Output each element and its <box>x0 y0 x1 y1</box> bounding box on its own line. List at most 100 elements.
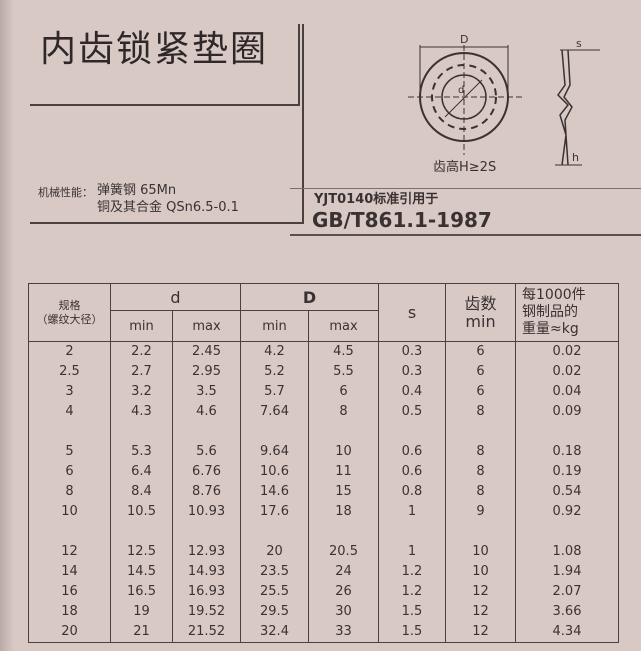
mechanical-label: 机械性能： <box>38 186 93 199</box>
table-cell: 8 <box>308 402 379 422</box>
divider <box>290 188 641 189</box>
tooth-height-note: 齿高H≥2S <box>433 160 497 175</box>
table-cell: 23.5 <box>240 562 309 582</box>
header-D: D <box>240 282 379 312</box>
table-cell: 10 <box>445 542 516 562</box>
table-cell: 12 <box>445 602 516 622</box>
table-cell: 0.92 <box>515 502 619 522</box>
spec-table: 规格 （螺纹大径） d D s 齿数 min 每1000件 钢制品的 重量≈kg… <box>28 282 619 643</box>
table-cell: 5.3 <box>110 442 173 462</box>
table-cell: 19 <box>110 602 173 622</box>
table-cell: 16 <box>28 582 111 602</box>
table-cell: 0.3 <box>378 341 446 362</box>
table-cell: 8 <box>28 482 111 502</box>
table-cell: 0.5 <box>378 402 446 422</box>
header-d-min: min <box>110 310 173 342</box>
table-cell: 21.52 <box>172 622 241 643</box>
table-cell: 4.3 <box>110 402 173 422</box>
table-cell: 14.93 <box>172 562 241 582</box>
table-cell: 12 <box>445 582 516 602</box>
table-cell: 3.5 <box>172 382 241 402</box>
table-row: 10 10.5 10.93 17.6 18 1 9 0.92 <box>28 502 619 522</box>
table-cell: 8.4 <box>110 482 173 502</box>
header-d-max: max <box>172 310 241 342</box>
dim-d: d <box>458 85 464 96</box>
table-cell: 20 <box>28 622 111 643</box>
table-cell: 4.6 <box>172 402 241 422</box>
title-frame <box>30 24 300 106</box>
table-cell: 1 <box>378 502 446 522</box>
table-cell: 0.18 <box>515 442 619 462</box>
table-cell: 8.76 <box>172 482 241 502</box>
table-cell: 16.5 <box>110 582 173 602</box>
table-cell: 0.54 <box>515 482 619 502</box>
table-cell: 0.04 <box>515 382 619 402</box>
table-cell: 10.6 <box>240 462 309 482</box>
table-cell: 0.02 <box>515 341 619 362</box>
header-spec: 规格 （螺纹大径） <box>28 283 111 342</box>
table-cell: 17.6 <box>240 502 309 522</box>
table-cell: 10 <box>308 442 379 462</box>
table-cell: 1.2 <box>378 562 446 582</box>
page-binding <box>0 0 14 651</box>
table-cell: 0.6 <box>378 462 446 482</box>
table-row: 8 8.4 8.76 14.6 15 0.8 8 0.54 <box>28 482 619 502</box>
table-cell: 1.2 <box>378 582 446 602</box>
table-cell: 5.7 <box>240 382 309 402</box>
table-cell: 4.5 <box>308 341 379 362</box>
table-cell: 2.07 <box>515 582 619 602</box>
table-cell: 2.2 <box>110 341 173 362</box>
material-1: 弹簧钢 65Mn <box>97 183 177 198</box>
table-row: 20 21 21.52 32.4 33 1.5 12 4.34 <box>28 622 619 643</box>
table-cell: 32.4 <box>240 622 309 643</box>
table-cell: 8 <box>445 402 516 422</box>
dim-h: h <box>572 151 579 164</box>
table-cell: 0.19 <box>515 462 619 482</box>
table-cell: 11 <box>308 462 379 482</box>
table-cell: 12.5 <box>110 542 173 562</box>
group-spacer <box>28 522 619 542</box>
standard-ref: YJT0140标准引用于 <box>314 192 439 207</box>
table-cell: 26 <box>308 582 379 602</box>
table-cell: 0.3 <box>378 362 446 382</box>
table-cell: 10.5 <box>110 502 173 522</box>
table-row: 2 2.2 2.45 4.2 4.5 0.3 6 0.02 <box>28 341 619 362</box>
table-cell: 12 <box>28 542 111 562</box>
table-cell: 1.08 <box>515 542 619 562</box>
page-title: 内齿锁紧垫圈 <box>40 29 269 70</box>
table-cell: 20.5 <box>308 542 379 562</box>
dim-s: s <box>576 37 582 50</box>
table-cell: 14.6 <box>240 482 309 502</box>
table-row: 16 16.5 16.93 25.5 26 1.2 12 2.07 <box>28 582 619 602</box>
table-cell: 8 <box>445 482 516 502</box>
table-cell: 15 <box>308 482 379 502</box>
divider <box>290 234 641 236</box>
table-cell: 2.7 <box>110 362 173 382</box>
header-D-min: min <box>240 310 309 342</box>
table-cell: 33 <box>308 622 379 643</box>
table-cell: 10.93 <box>172 502 241 522</box>
table-cell: 1.94 <box>515 562 619 582</box>
table-cell: 8 <box>445 442 516 462</box>
header-s: s <box>378 283 446 342</box>
table-cell: 0.6 <box>378 442 446 462</box>
table-cell: 8 <box>445 462 516 482</box>
table-cell: 6 <box>28 462 111 482</box>
table-cell: 21 <box>110 622 173 643</box>
table-cell: 10 <box>28 502 111 522</box>
table-cell: 2.95 <box>172 362 241 382</box>
table-cell: 12.93 <box>172 542 241 562</box>
table-cell: 14 <box>28 562 111 582</box>
table-cell: 2.5 <box>28 362 111 382</box>
table-cell: 6 <box>445 362 516 382</box>
material-2: 铜及其合金 QSn6.5-0.1 <box>97 200 239 215</box>
table-cell: 1.5 <box>378 602 446 622</box>
table-cell: 0.4 <box>378 382 446 402</box>
table-cell: 6 <box>445 341 516 362</box>
table-row: 18 19 19.52 29.5 30 1.5 12 3.66 <box>28 602 619 622</box>
table-cell: 1 <box>378 542 446 562</box>
table-row: 6 6.4 6.76 10.6 11 0.6 8 0.19 <box>28 462 619 482</box>
table-cell: 3.2 <box>110 382 173 402</box>
table-cell: 5 <box>28 442 111 462</box>
header-d: d <box>110 282 241 312</box>
